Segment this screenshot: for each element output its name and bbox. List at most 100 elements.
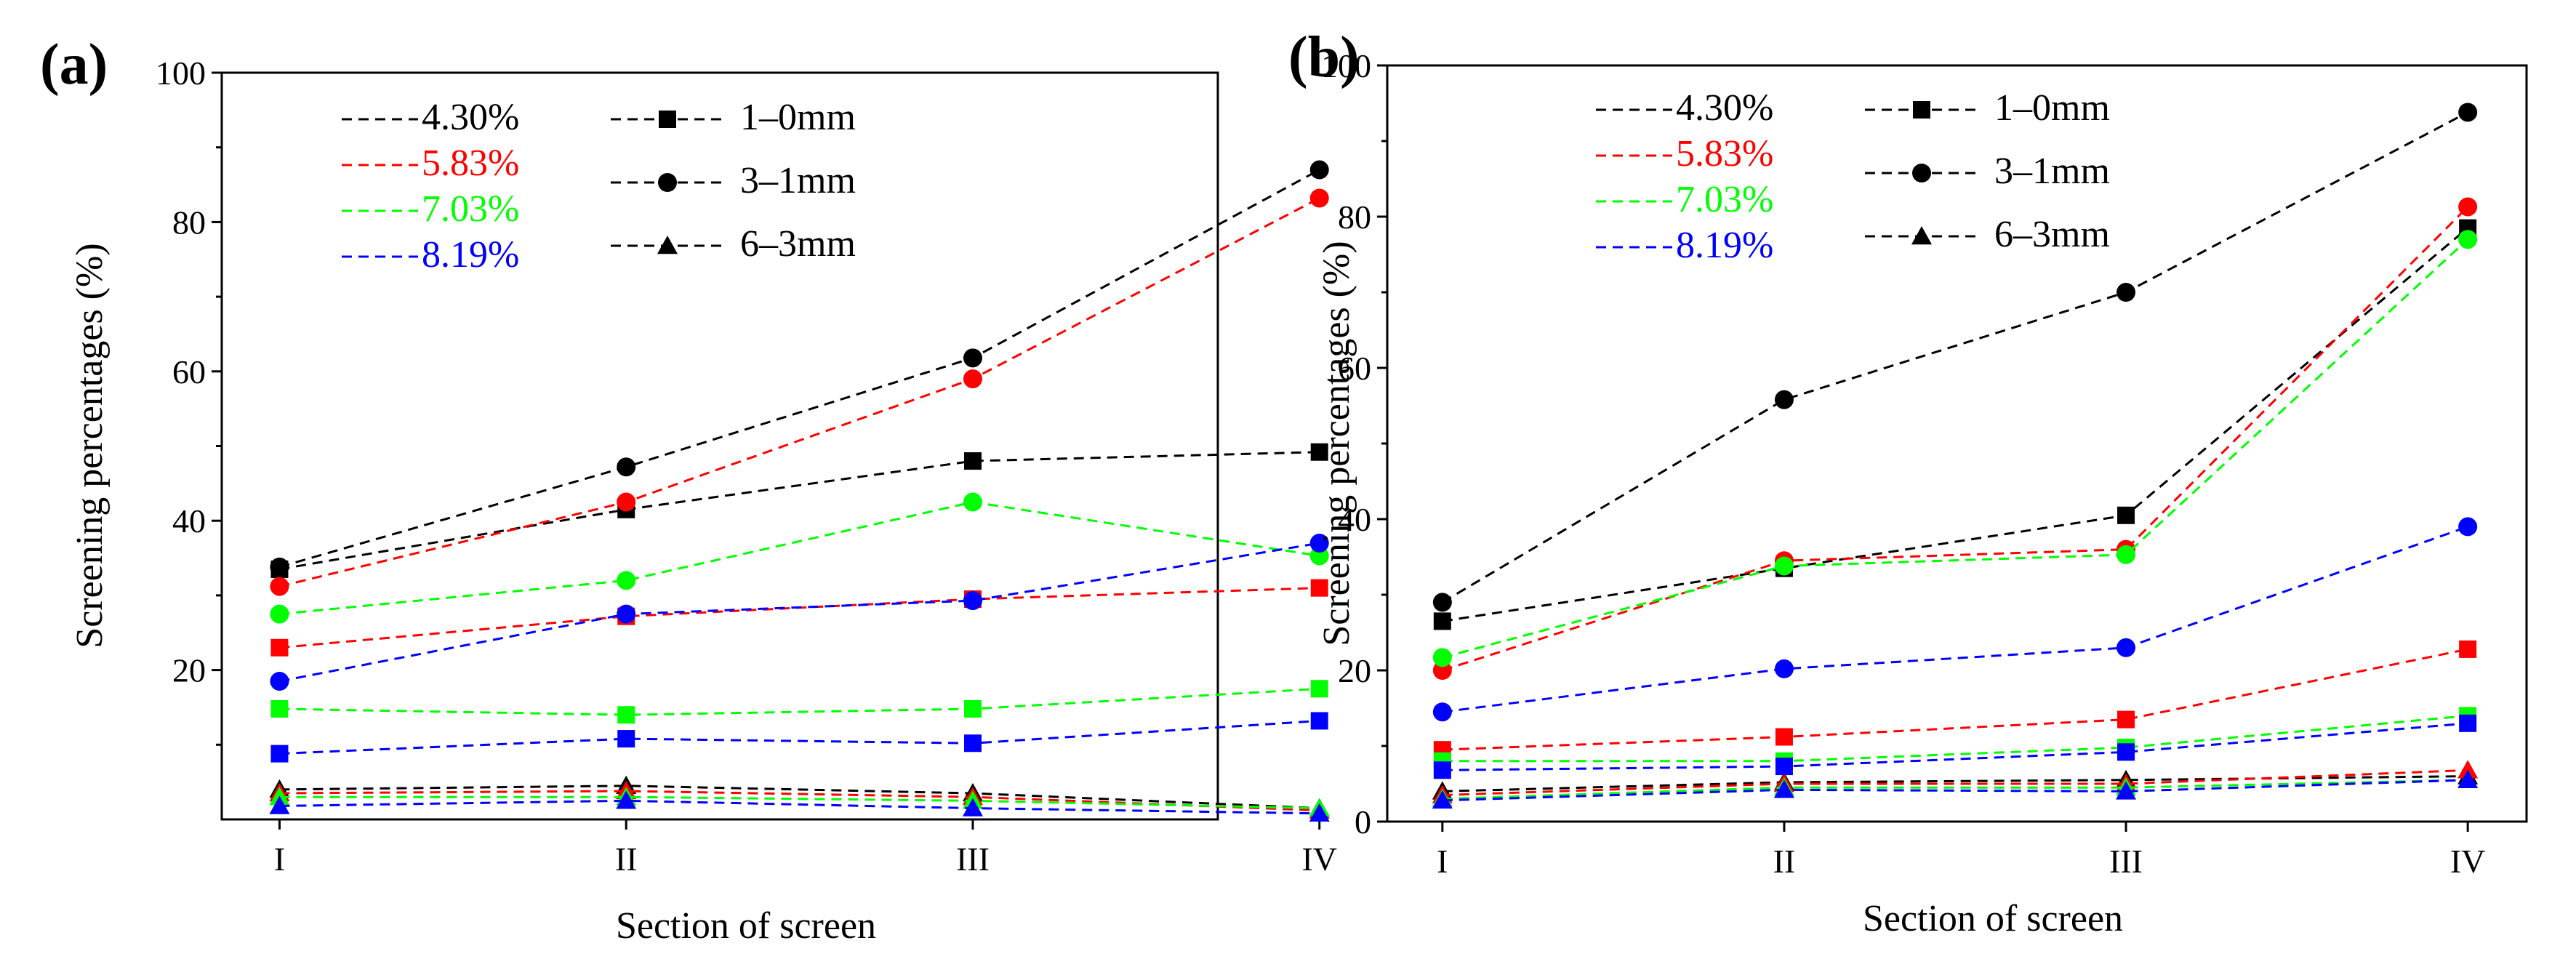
legend-label: 6–3mm xyxy=(740,223,856,265)
series-line xyxy=(279,500,1320,616)
data-point-square xyxy=(617,706,635,724)
legend-label: 5.83% xyxy=(1676,133,1773,174)
data-point-square xyxy=(963,452,982,470)
legend-label: 6–3mm xyxy=(1994,214,2110,255)
data-point-triangle xyxy=(1432,790,1453,809)
x-tick-label: I xyxy=(274,840,285,878)
data-point-square xyxy=(617,730,635,748)
series-line xyxy=(1442,722,2468,771)
data-point-square xyxy=(2117,710,2135,729)
legend-marker-square xyxy=(1913,101,1930,119)
series-line xyxy=(279,790,1320,812)
legend-label: 3–1mm xyxy=(740,160,856,201)
legend-label: 8.19% xyxy=(1676,225,1773,266)
panel-label-a: (a) xyxy=(40,33,108,97)
x-tick-label: III xyxy=(2109,843,2143,880)
x-tick-label: II xyxy=(615,840,638,878)
legend-label: 4.30% xyxy=(422,97,519,138)
data-point-square xyxy=(270,700,289,718)
data-point-circle xyxy=(1774,556,1794,576)
series-line xyxy=(1442,525,2468,713)
data-point-circle xyxy=(617,492,636,512)
data-point-square xyxy=(1310,443,1328,461)
y-tick-label: 0 xyxy=(1355,803,1371,840)
data-point-square xyxy=(2117,506,2135,524)
data-point-circle xyxy=(617,457,636,477)
panel-label-b: (b) xyxy=(1288,25,1360,89)
series-line xyxy=(279,687,1320,716)
legend-marker-square xyxy=(659,111,676,128)
series-line xyxy=(1442,206,2469,672)
data-point-circle xyxy=(2116,638,2136,657)
data-point-circle xyxy=(617,571,636,590)
series-line xyxy=(279,542,1320,683)
data-point-triangle xyxy=(1773,779,1794,798)
data-point-circle xyxy=(1774,659,1794,678)
data-point-circle xyxy=(270,672,289,691)
data-point-circle xyxy=(617,604,636,624)
x-tick-label: IV xyxy=(2450,843,2486,880)
data-point-circle xyxy=(963,591,982,611)
data-point-triangle xyxy=(269,795,290,814)
x-tick-label: IV xyxy=(1301,840,1337,878)
series-line xyxy=(1442,714,2468,763)
x-tick-label: II xyxy=(1773,843,1796,880)
series-line xyxy=(279,785,1320,810)
y-tick-label: 20 xyxy=(1338,652,1371,689)
series-line xyxy=(1442,779,2468,801)
series-line xyxy=(279,795,1320,810)
data-point-circle xyxy=(2458,197,2478,217)
y-tick-label: 80 xyxy=(1338,198,1371,236)
series-line xyxy=(1442,775,2468,793)
data-point-circle xyxy=(270,604,289,624)
series-line xyxy=(1442,648,2468,751)
x-axis-label: Section of screen xyxy=(616,905,876,947)
data-point-square xyxy=(2117,743,2135,761)
y-tick-label: 100 xyxy=(156,55,206,92)
data-point-square xyxy=(963,700,982,718)
data-point-circle xyxy=(1309,160,1329,180)
legend-marker-triangle xyxy=(1911,226,1932,245)
data-point-circle xyxy=(1774,390,1794,409)
legend-label: 7.03% xyxy=(422,188,519,230)
data-point-circle xyxy=(1309,534,1329,553)
legend-marker-circle xyxy=(1912,164,1931,182)
series-line xyxy=(279,197,1320,588)
data-point-square xyxy=(1310,579,1328,597)
data-point-circle xyxy=(2458,517,2478,537)
series-line xyxy=(279,587,1320,649)
data-point-square xyxy=(270,745,289,763)
data-point-circle xyxy=(1309,188,1329,208)
y-tick-label: 60 xyxy=(1338,350,1371,387)
legend-label: 5.83% xyxy=(422,143,519,184)
y-tick-label: 40 xyxy=(1338,501,1371,538)
y-axis-label: Screening percentages (%) xyxy=(1316,241,1357,646)
data-point-square xyxy=(963,734,982,753)
data-point-circle xyxy=(270,577,289,596)
data-point-square xyxy=(1775,728,1793,746)
series-line xyxy=(279,451,1320,571)
data-point-circle xyxy=(963,492,982,512)
data-point-square xyxy=(1433,612,1451,630)
y-tick-label: 80 xyxy=(172,204,206,241)
x-tick-label: I xyxy=(1437,843,1448,880)
data-point-circle xyxy=(2458,103,2478,122)
data-point-circle xyxy=(2116,545,2136,564)
series-line xyxy=(279,169,1320,569)
data-point-square xyxy=(2459,714,2477,732)
series-line xyxy=(1442,238,2469,659)
series-line xyxy=(279,719,1320,755)
series-line xyxy=(1442,769,2468,797)
data-point-circle xyxy=(1432,702,1452,722)
y-tick-label: 40 xyxy=(172,502,206,539)
data-point-triangle xyxy=(2116,781,2137,800)
data-point-circle xyxy=(2458,230,2478,249)
series-line xyxy=(1442,779,2468,802)
data-point-circle xyxy=(2116,283,2136,302)
x-axis-label: Section of screen xyxy=(1863,898,2123,939)
data-point-triangle xyxy=(2457,760,2479,779)
data-point-triangle xyxy=(2457,769,2479,788)
data-point-circle xyxy=(1432,648,1452,667)
data-point-square xyxy=(1433,761,1451,779)
